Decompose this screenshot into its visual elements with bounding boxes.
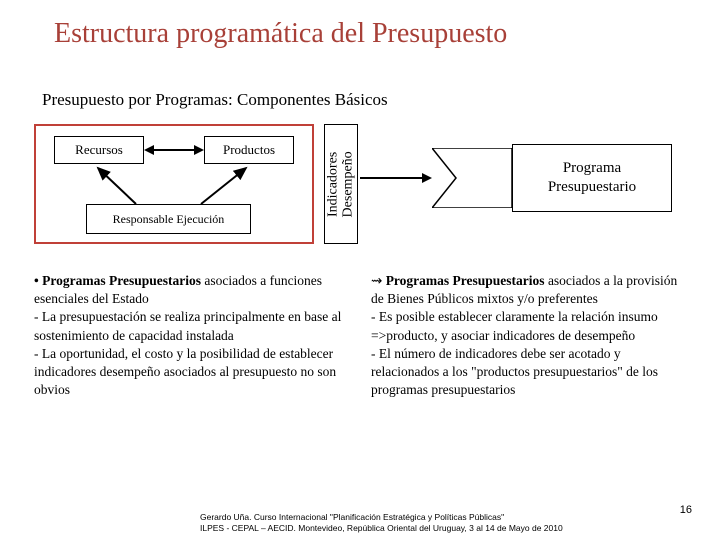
slide-title: Estructura programática del Presupuesto xyxy=(54,18,686,50)
footer-line1: Gerardo Uña. Curso Internacional "Planif… xyxy=(200,512,504,522)
diagram: Recursos Productos Responsable Ejecución xyxy=(34,124,686,254)
responsable-box: Responsable Ejecución xyxy=(86,204,251,234)
indicadores-box: Indicadores Desempeño xyxy=(324,124,358,244)
left-column: • Programas Presupuestarios asociados a … xyxy=(34,272,349,400)
left-p2: - La presupuestación se realiza principa… xyxy=(34,309,341,342)
productos-box: Productos xyxy=(204,136,294,164)
right-p2: - Es posible establecer claramente la re… xyxy=(371,309,658,342)
indicadores-label: Indicadores Desempeño xyxy=(326,151,357,217)
footer: Gerardo Uña. Curso Internacional "Planif… xyxy=(200,512,700,534)
right-heading: Programas Presupuestarios xyxy=(382,273,544,288)
left-heading: • Programas Presupuestarios xyxy=(34,273,201,288)
footer-line2: ILPES - CEPAL – AECID. Montevideo, Repúb… xyxy=(200,523,563,533)
programa-line2: Presupuestario xyxy=(548,179,636,195)
slide-subtitle: Presupuesto por Programas: Componentes B… xyxy=(42,90,686,110)
arrow-head-right-icon xyxy=(194,145,204,155)
arrow-to-programa xyxy=(360,177,424,179)
body-columns: • Programas Presupuestarios asociados a … xyxy=(34,272,686,400)
indicadores-line1: Indicadores xyxy=(326,151,341,216)
recursos-box: Recursos xyxy=(54,136,144,164)
bullet-icon: ⇝ xyxy=(371,273,382,288)
indicadores-line2: Desempeño xyxy=(341,151,356,217)
slide: Estructura programática del Presupuesto … xyxy=(0,0,720,540)
programa-line1: Programa xyxy=(563,160,621,176)
right-column: ⇝ Programas Presupuestarios asociados a … xyxy=(371,272,686,400)
right-p3: - El número de indicadores debe ser acot… xyxy=(371,346,658,397)
left-p3: - La oportunidad, el costo y la posibili… xyxy=(34,346,336,397)
arrow-head-left-icon xyxy=(144,145,154,155)
arrow-to-programa-head-icon xyxy=(422,173,432,183)
main-box: Recursos Productos Responsable Ejecución xyxy=(34,124,314,244)
arrow-recursos-productos xyxy=(148,149,200,151)
programa-box: Programa Presupuestario xyxy=(512,144,672,212)
pentagon-arrow-icon xyxy=(432,148,512,208)
